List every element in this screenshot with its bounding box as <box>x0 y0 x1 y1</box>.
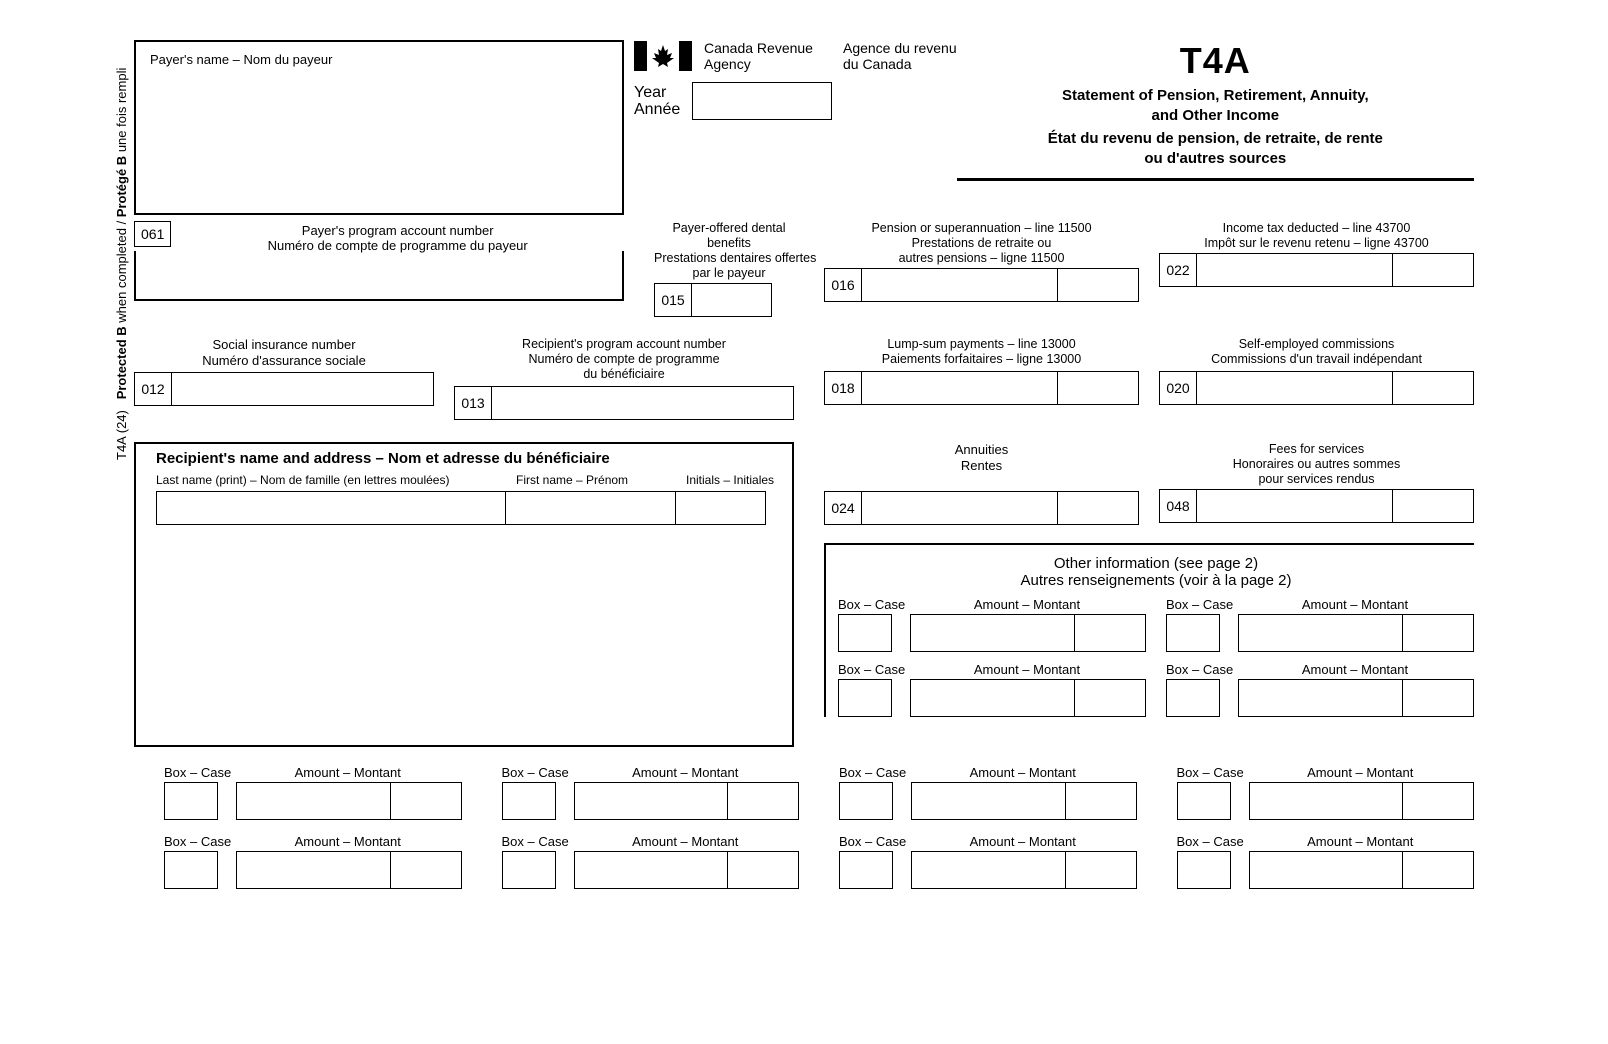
agency-en: Canada Revenue Agency <box>704 40 813 72</box>
other-box-2-amount[interactable] <box>1238 614 1474 652</box>
other-box-10-amount[interactable] <box>574 851 800 889</box>
year-input[interactable] <box>692 82 832 120</box>
box-018-label: Lump-sum payments – line 13000 Paiements… <box>824 337 1139 367</box>
recipient-box: Recipient's name and address – Nom et ad… <box>134 442 794 747</box>
subtitle-fr: État du revenu de pension, de retraite, … <box>957 129 1474 168</box>
box-012-label: Social insurance number Numéro d'assuran… <box>134 337 434 368</box>
other-box-4: Box – CaseAmount – Montant <box>1166 662 1474 717</box>
box-048-label: Fees for services Honoraires ou autres s… <box>1159 442 1474 487</box>
box-024-num: 024 <box>824 491 862 525</box>
box-012-num: 012 <box>134 372 172 406</box>
box-015-input[interactable] <box>692 283 772 317</box>
box-016-label: Pension or superannuation – line 11500 P… <box>824 221 1139 266</box>
other-box-9-code[interactable] <box>164 851 218 889</box>
canada-flag-icon <box>634 41 692 71</box>
other-box-12-code[interactable] <box>1177 851 1231 889</box>
other-box-7: Box – CaseAmount – Montant <box>839 765 1137 820</box>
box-016-input[interactable] <box>862 268 1139 302</box>
box-022-label: Income tax deducted – line 43700 Impôt s… <box>1159 221 1474 251</box>
box-016-num: 016 <box>824 268 862 302</box>
first-name-label: First name – Prénom <box>516 473 686 487</box>
box-013-num: 013 <box>454 386 492 420</box>
last-name-label: Last name (print) – Nom de famille (en l… <box>156 473 516 487</box>
other-box-7-amount[interactable] <box>911 782 1137 820</box>
agency-fr: Agence du revenu du Canada <box>843 40 957 72</box>
other-box-9-amount[interactable] <box>236 851 462 889</box>
other-info-title: Other information (see page 2) Autres re… <box>838 555 1474 589</box>
other-box-1-amount[interactable] <box>910 614 1146 652</box>
recipient-address-input[interactable] <box>156 525 782 735</box>
other-box-3: Box – CaseAmount – Montant <box>838 662 1146 717</box>
other-box-1: Box – CaseAmount – Montant <box>838 597 1146 652</box>
other-box-10-code[interactable] <box>502 851 556 889</box>
other-box-3-code[interactable] <box>838 679 892 717</box>
box-015-label: Payer-offered dental benefits Prestation… <box>654 221 804 281</box>
payer-name-label: Payer's name – Nom du payeur <box>150 52 332 67</box>
other-box-8-code[interactable] <box>1177 782 1231 820</box>
box-020-input[interactable] <box>1197 371 1474 405</box>
other-box-11: Box – CaseAmount – Montant <box>839 834 1137 889</box>
t4a-form: T4A (24) Protected B when completed / Pr… <box>134 40 1474 889</box>
box-061-num: 061 <box>134 221 171 247</box>
last-name-input[interactable] <box>156 491 506 525</box>
initials-label: Initials – Initiales <box>686 473 774 487</box>
box-013-label: Recipient's program account number Numér… <box>454 337 794 382</box>
box-018-num: 018 <box>824 371 862 405</box>
box-022-num: 022 <box>1159 253 1197 287</box>
payer-name-box[interactable]: Payer's name – Nom du payeur <box>134 40 624 215</box>
box-048-num: 048 <box>1159 489 1197 523</box>
other-box-8: Box – CaseAmount – Montant <box>1177 765 1475 820</box>
box-015-num: 015 <box>654 283 692 317</box>
other-box-5-amount[interactable] <box>236 782 462 820</box>
other-box-6-amount[interactable] <box>574 782 800 820</box>
side-label: T4A (24) Protected B when completed / Pr… <box>114 68 129 460</box>
other-box-9: Box – CaseAmount – Montant <box>164 834 462 889</box>
other-box-2-code[interactable] <box>1166 614 1220 652</box>
other-box-4-amount[interactable] <box>1238 679 1474 717</box>
box-024-label: Annuities Rentes <box>824 442 1139 473</box>
other-box-11-amount[interactable] <box>911 851 1137 889</box>
box-018-input[interactable] <box>862 371 1139 405</box>
other-box-10: Box – CaseAmount – Montant <box>502 834 800 889</box>
box-022-input[interactable] <box>1197 253 1474 287</box>
other-box-3-amount[interactable] <box>910 679 1146 717</box>
other-box-12: Box – CaseAmount – Montant <box>1177 834 1475 889</box>
other-box-6: Box – CaseAmount – Montant <box>502 765 800 820</box>
box-012-input[interactable] <box>172 372 434 406</box>
other-box-2: Box – CaseAmount – Montant <box>1166 597 1474 652</box>
other-boxes-bottom: Box – CaseAmount – Montant Box – CaseAmo… <box>134 765 1474 889</box>
year-label: Year Année <box>634 84 680 119</box>
box-048-input[interactable] <box>1197 489 1474 523</box>
other-box-11-code[interactable] <box>839 851 893 889</box>
other-info-section: Other information (see page 2) Autres re… <box>824 543 1474 717</box>
other-box-5: Box – CaseAmount – Montant <box>164 765 462 820</box>
other-box-1-code[interactable] <box>838 614 892 652</box>
initials-input[interactable] <box>676 491 766 525</box>
other-box-7-code[interactable] <box>839 782 893 820</box>
other-box-4-code[interactable] <box>1166 679 1220 717</box>
other-box-6-code[interactable] <box>502 782 556 820</box>
other-box-12-amount[interactable] <box>1249 851 1475 889</box>
box-024-input[interactable] <box>862 491 1139 525</box>
other-box-8-amount[interactable] <box>1249 782 1475 820</box>
subtitle-en: Statement of Pension, Retirement, Annuit… <box>957 86 1474 125</box>
recipient-title: Recipient's name and address – Nom et ad… <box>156 450 782 467</box>
box-061-label: Payer's program account number Numéro de… <box>171 221 624 253</box>
other-box-5-code[interactable] <box>164 782 218 820</box>
form-code: T4A <box>957 40 1474 82</box>
box-020-num: 020 <box>1159 371 1197 405</box>
first-name-input[interactable] <box>506 491 676 525</box>
box-013-input[interactable] <box>492 386 794 420</box>
box-020-label: Self-employed commissions Commissions d'… <box>1159 337 1474 367</box>
box-061-input[interactable] <box>134 251 624 301</box>
